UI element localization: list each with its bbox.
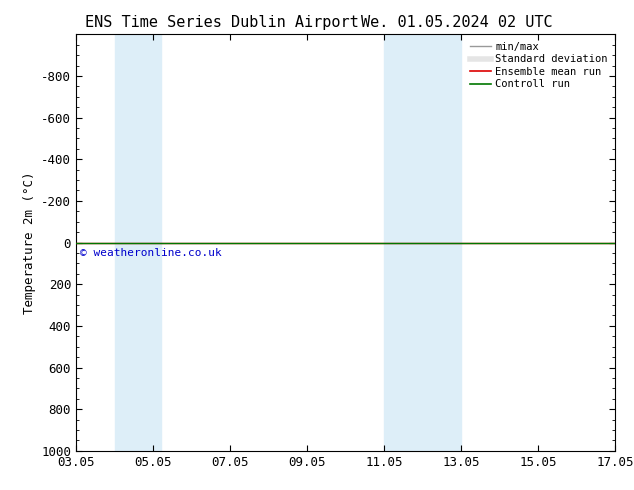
Text: We. 01.05.2024 02 UTC: We. 01.05.2024 02 UTC [361,15,552,30]
Legend: min/max, Standard deviation, Ensemble mean run, Controll run: min/max, Standard deviation, Ensemble me… [468,40,610,92]
Bar [384,34,461,451]
Text: © weatheronline.co.uk: © weatheronline.co.uk [80,248,222,258]
Bar [115,34,161,451]
Text: ENS Time Series Dublin Airport: ENS Time Series Dublin Airport [85,15,359,30]
Y-axis label: Temperature 2m (°C): Temperature 2m (°C) [23,172,36,314]
